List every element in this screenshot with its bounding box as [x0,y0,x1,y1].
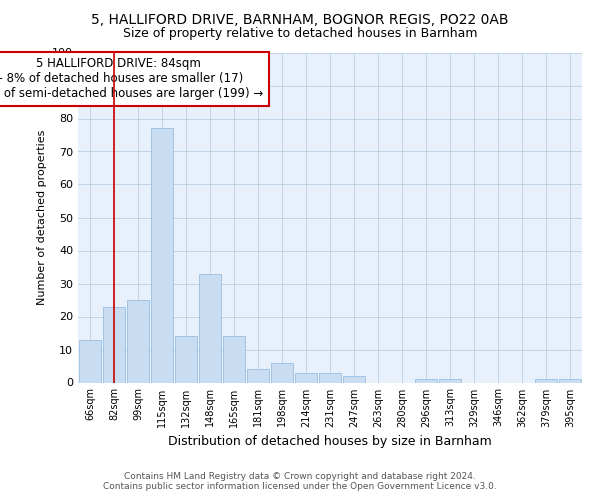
Text: 5 HALLIFORD DRIVE: 84sqm
← 8% of detached houses are smaller (17)
91% of semi-de: 5 HALLIFORD DRIVE: 84sqm ← 8% of detache… [0,58,263,100]
Bar [439,379,461,382]
Bar [535,379,557,382]
Bar [247,370,269,382]
Bar [271,362,293,382]
Bar [319,372,341,382]
Bar [223,336,245,382]
Bar [151,128,173,382]
Bar [175,336,197,382]
Bar [343,376,365,382]
Bar [295,372,317,382]
X-axis label: Distribution of detached houses by size in Barnham: Distribution of detached houses by size … [168,435,492,448]
Y-axis label: Number of detached properties: Number of detached properties [37,130,47,305]
Bar [79,340,101,382]
Text: Size of property relative to detached houses in Barnham: Size of property relative to detached ho… [123,28,477,40]
Bar [559,379,581,382]
Bar [103,306,125,382]
Text: Contains HM Land Registry data © Crown copyright and database right 2024.
Contai: Contains HM Land Registry data © Crown c… [103,472,497,491]
Bar [415,379,437,382]
Bar [199,274,221,382]
Text: 5, HALLIFORD DRIVE, BARNHAM, BOGNOR REGIS, PO22 0AB: 5, HALLIFORD DRIVE, BARNHAM, BOGNOR REGI… [91,12,509,26]
Bar [127,300,149,382]
